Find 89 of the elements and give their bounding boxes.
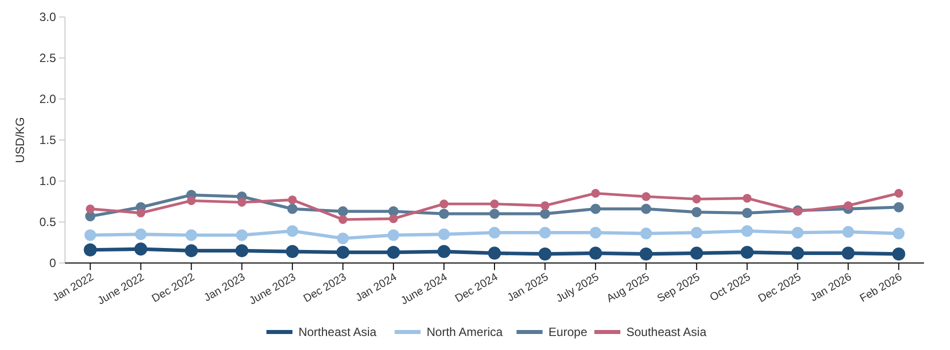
point xyxy=(134,228,147,240)
legend-label: Northeast Asia xyxy=(298,325,377,340)
point xyxy=(84,229,96,241)
point xyxy=(489,208,500,219)
point xyxy=(844,201,853,210)
point xyxy=(538,247,552,260)
x-tick-label: Dec 2025 xyxy=(756,271,804,306)
point xyxy=(440,200,448,208)
point xyxy=(237,198,246,207)
point xyxy=(438,208,450,219)
point xyxy=(842,246,855,260)
point xyxy=(740,246,754,259)
point xyxy=(692,207,702,218)
point xyxy=(287,204,298,214)
point xyxy=(437,245,450,258)
legend-label: Europe xyxy=(548,325,588,340)
legend-label: Southeast Asia xyxy=(626,325,707,340)
point xyxy=(488,226,500,238)
point xyxy=(288,195,297,204)
point xyxy=(488,246,501,260)
x-tick-label: Dec 2024 xyxy=(453,271,500,306)
point xyxy=(591,188,600,198)
point xyxy=(136,208,146,218)
point xyxy=(338,215,348,224)
x-tick-label: June 2023 xyxy=(247,271,298,308)
point xyxy=(742,194,752,203)
x-tick-label: Jan 2023 xyxy=(202,271,248,304)
point xyxy=(86,204,95,214)
point xyxy=(540,208,550,219)
point xyxy=(490,200,499,208)
x-tick-label: Dec 2023 xyxy=(302,271,348,306)
point xyxy=(590,226,602,238)
point xyxy=(337,232,349,244)
point xyxy=(386,246,400,259)
point xyxy=(742,208,752,218)
point xyxy=(642,192,650,201)
point xyxy=(892,247,906,260)
point xyxy=(692,194,702,204)
point xyxy=(388,229,400,241)
legend-label: North America xyxy=(426,325,503,340)
point xyxy=(894,202,904,212)
point xyxy=(286,245,299,258)
point xyxy=(842,226,854,238)
x-tick-label: June 2022 xyxy=(96,271,146,308)
y-tick-label: 3.0 xyxy=(39,10,56,24)
point xyxy=(235,244,248,258)
x-tick-label: Aug 2025 xyxy=(604,271,652,306)
x-tick-label: Jan 2026 xyxy=(808,271,854,304)
x-tick-label: Jan 2024 xyxy=(354,271,399,304)
point xyxy=(336,246,350,259)
point xyxy=(791,246,804,260)
x-tick-label: Feb 2026 xyxy=(858,271,904,305)
point xyxy=(640,204,652,214)
point xyxy=(184,244,198,258)
x-tick-label: Oct 2025 xyxy=(708,271,753,304)
x-tick-label: Jan 2022 xyxy=(50,271,96,304)
y-axis-title: USD/KG xyxy=(13,116,27,164)
point xyxy=(438,228,450,240)
point xyxy=(186,229,198,241)
y-tick-label: 2.0 xyxy=(39,92,56,106)
y-tick-label: 1.5 xyxy=(39,133,56,148)
x-tick-label: June 2024 xyxy=(398,271,450,308)
point xyxy=(892,228,905,240)
point xyxy=(589,246,602,260)
point xyxy=(540,201,550,210)
point xyxy=(286,225,298,237)
y-tick-label: 2.5 xyxy=(39,51,56,66)
y-tick-label: 1.0 xyxy=(39,174,56,188)
point xyxy=(690,226,702,238)
point xyxy=(389,214,398,224)
point xyxy=(236,229,248,241)
point xyxy=(590,204,601,214)
point xyxy=(640,228,652,240)
y-tick-label: 0 xyxy=(49,256,56,270)
x-tick-label: July 2025 xyxy=(554,271,602,306)
point xyxy=(894,188,904,198)
point xyxy=(84,243,97,256)
point xyxy=(134,242,148,256)
x-tick-label: Dec 2022 xyxy=(150,271,197,306)
point xyxy=(792,226,804,238)
x-tick-label: Sep 2025 xyxy=(655,271,702,306)
point xyxy=(741,225,753,237)
point xyxy=(640,247,653,260)
point xyxy=(338,206,348,216)
point xyxy=(186,196,196,206)
x-tick-label: Jan 2025 xyxy=(505,271,551,304)
point xyxy=(539,226,551,238)
point xyxy=(690,246,704,260)
y-tick-label: 0.5 xyxy=(39,215,56,230)
